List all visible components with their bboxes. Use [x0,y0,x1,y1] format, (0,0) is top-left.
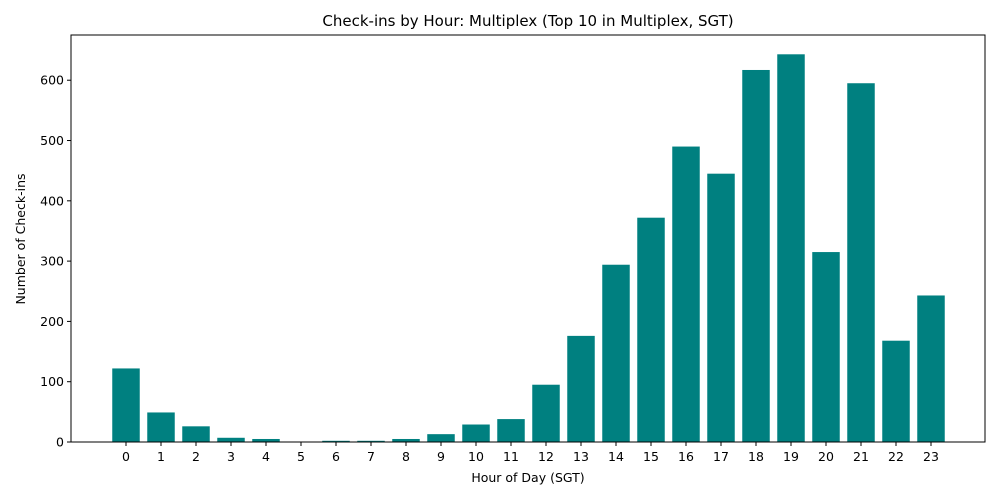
x-tick-label: 16 [678,449,694,464]
x-tick-label: 22 [888,449,904,464]
bar-hour-22 [882,340,910,442]
y-tick-label: 100 [40,374,64,389]
x-tick-label: 0 [122,449,130,464]
bar-hour-15 [637,217,665,442]
bar-hour-8 [392,438,420,442]
x-tick-label: 12 [538,449,554,464]
x-tick-label: 17 [713,449,729,464]
x-axis-label: Hour of Day (SGT) [471,470,584,485]
bar-hour-12 [532,384,560,442]
bar-hour-10 [462,424,490,442]
chart-title: Check-ins by Hour: Multiplex (Top 10 in … [322,12,733,30]
x-tick-label: 7 [367,449,375,464]
x-tick-label: 4 [262,449,270,464]
x-tick-label: 13 [573,449,589,464]
x-tick-label: 8 [402,449,410,464]
bar-hour-20 [812,252,840,442]
x-tick-label: 19 [783,449,799,464]
y-tick-label: 300 [40,254,64,269]
x-tick-label: 15 [643,449,659,464]
bar-hour-14 [602,264,630,442]
y-tick-label: 400 [40,193,64,208]
plot-area: 0 1 2 3 4 5 6 7 8 9 10 11 12 13 14 15 16 17 18 19 20 21 22 2301… [40,34,986,464]
bar-hour-0 [112,368,140,442]
bar-hour-13 [567,335,595,442]
bar-hour-16 [672,146,700,442]
x-tick-label: 3 [227,449,235,464]
bar-hour-3 [217,437,245,442]
bar-hour-6 [322,440,350,442]
bar-hour-4 [252,438,280,442]
x-tick-label: 14 [608,449,624,464]
bar-hour-11 [497,419,525,442]
y-tick-label: 200 [40,314,64,329]
y-axis-label: Number of Check-ins [13,173,28,304]
y-tick-label: 500 [40,133,64,148]
x-tick-label: 10 [468,449,484,464]
x-tick-label: 20 [818,449,834,464]
y-tick-label: 0 [56,435,64,450]
plot-frame [70,34,986,443]
bar-hour-19 [777,54,805,443]
bar-hour-9 [427,434,455,442]
bar-hour-18 [742,69,770,442]
x-tick-label: 21 [853,449,869,464]
x-tick-label: 1 [157,449,165,464]
x-tick-label: 11 [503,449,519,464]
x-tick-label: 6 [332,449,340,464]
x-tick-label: 23 [923,449,939,464]
bar-hour-17 [707,173,735,442]
x-tick-label: 18 [748,449,764,464]
y-tick-label: 600 [40,73,64,88]
x-tick-label: 2 [192,449,200,464]
bar-hour-23 [917,295,945,442]
bar-hour-2 [182,426,210,442]
x-tick-label: 5 [297,449,305,464]
bar-hour-7 [357,440,385,442]
bar-hour-1 [147,412,175,442]
bar-hour-21 [847,83,875,443]
x-tick-label: 9 [437,449,445,464]
